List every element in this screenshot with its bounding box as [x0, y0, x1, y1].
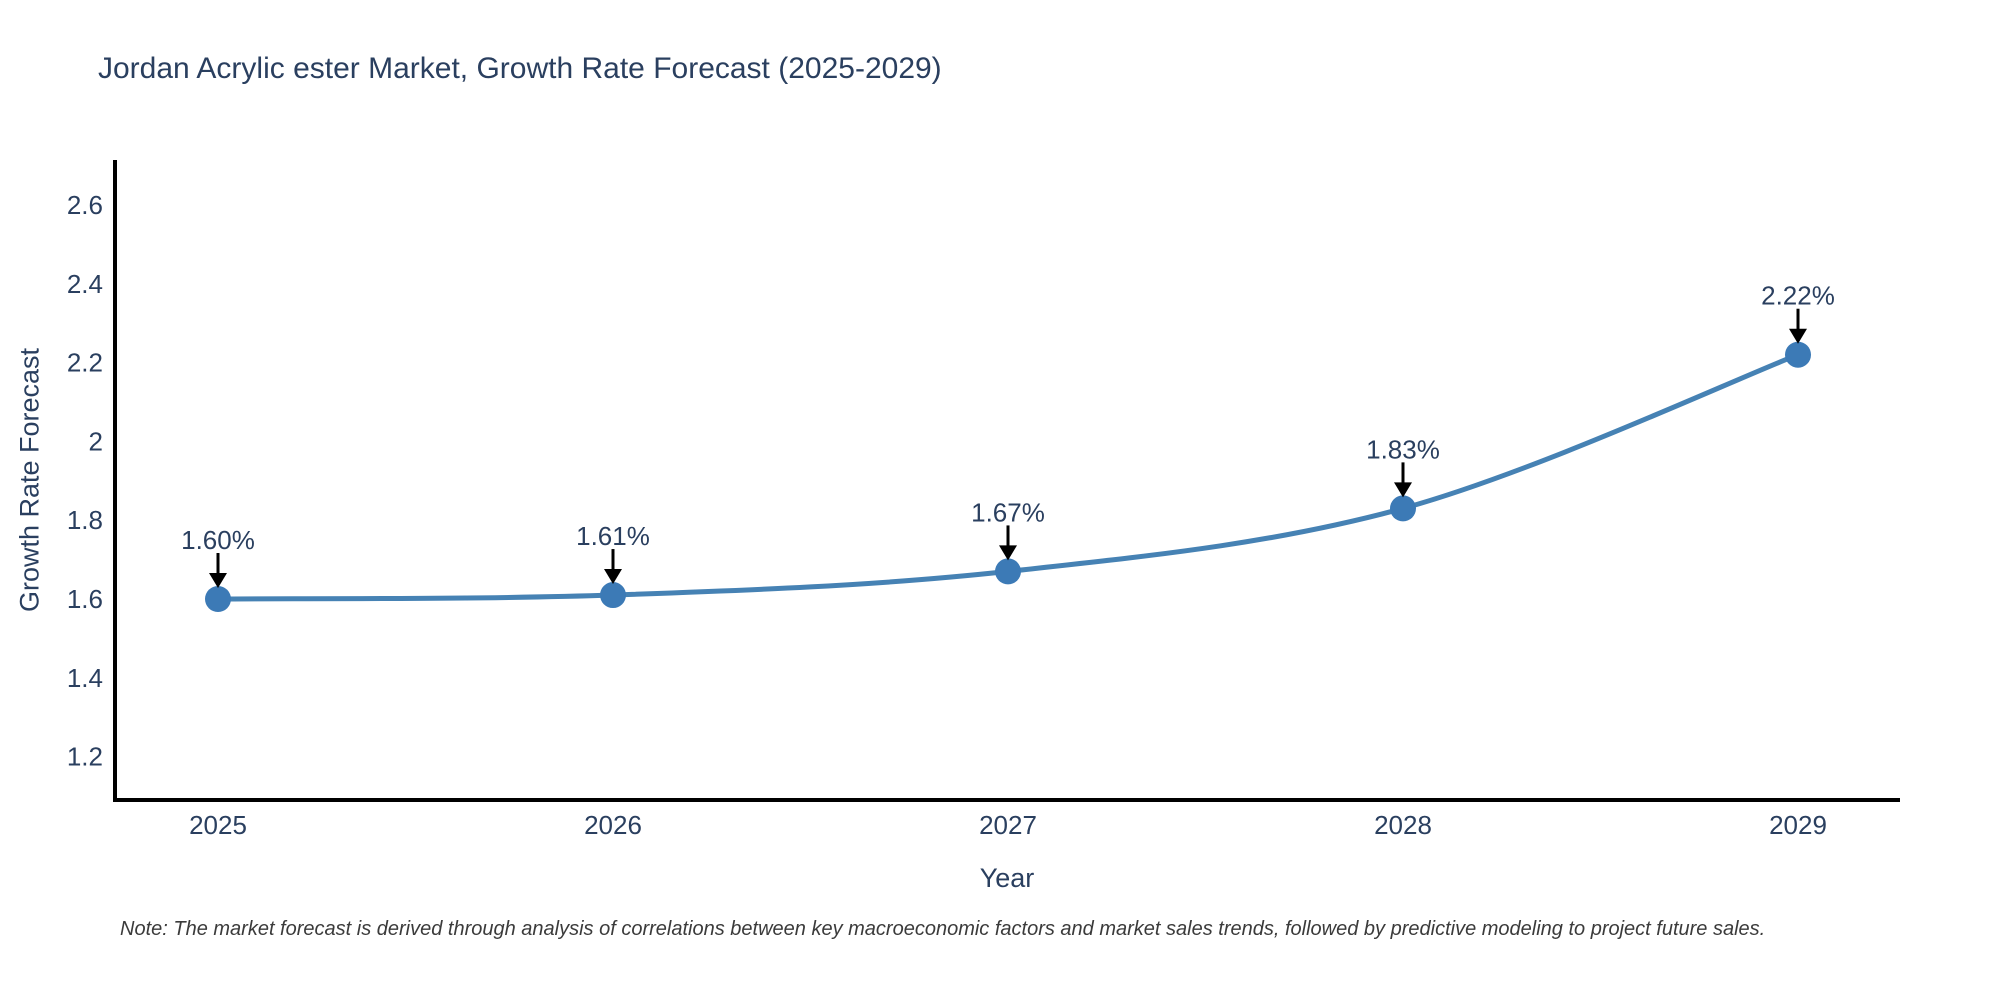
- x-tick-label: 2027: [979, 810, 1037, 840]
- x-tick-label: 2026: [584, 810, 642, 840]
- footnote: Note: The market forecast is derived thr…: [120, 918, 1766, 940]
- data-point-marker[interactable]: [600, 582, 626, 609]
- data-point-value-label: 1.83%: [1366, 434, 1440, 464]
- annotation-arrow-head: [209, 573, 227, 588]
- data-point-value-label: 1.61%: [576, 521, 650, 551]
- data-point-marker[interactable]: [995, 558, 1021, 585]
- data-point-value-label: 2.22%: [1761, 281, 1835, 311]
- y-tick-label: 1.2: [67, 742, 103, 772]
- annotation-arrow-head: [604, 569, 622, 585]
- y-tick-label: 1.6: [67, 584, 103, 614]
- data-point-value-label: 1.67%: [971, 497, 1045, 527]
- data-point-value-label: 1.60%: [181, 525, 255, 555]
- x-axis-title: Year: [979, 863, 1035, 893]
- data-point-marker[interactable]: [1390, 495, 1416, 522]
- chart-title: Jordan Acrylic ester Market, Growth Rate…: [98, 52, 942, 85]
- x-tick-label: 2025: [189, 810, 247, 840]
- y-axis-tick-labels: 2.6 2.4 2.2 2 1.8 1.6 1.4 1.2: [67, 190, 103, 772]
- data-point-marker[interactable]: [205, 586, 231, 612]
- y-tick-label: 2: [89, 426, 103, 456]
- annotation-arrow-head: [999, 545, 1017, 561]
- y-tick-label: 2.6: [67, 190, 103, 220]
- x-tick-label: 2029: [1769, 810, 1827, 840]
- annotation-arrow-head: [1394, 482, 1412, 498]
- x-tick-label: 2028: [1374, 810, 1432, 840]
- y-tick-label: 2.4: [67, 269, 103, 299]
- annotation-arrow-head: [1789, 328, 1807, 344]
- y-tick-label: 1.8: [67, 505, 103, 535]
- y-tick-label: 1.4: [67, 663, 103, 693]
- annotation-arrows: [209, 308, 1807, 588]
- x-axis-tick-labels: 2025 2026 2027 2028 2029: [189, 810, 1827, 840]
- data-point-markers: [205, 341, 1811, 612]
- y-tick-label: 2.2: [67, 348, 103, 378]
- data-point-marker[interactable]: [1785, 341, 1811, 368]
- data-point-value-labels: 1.60% 1.61% 1.67% 1.83% 2.22%: [181, 281, 1835, 555]
